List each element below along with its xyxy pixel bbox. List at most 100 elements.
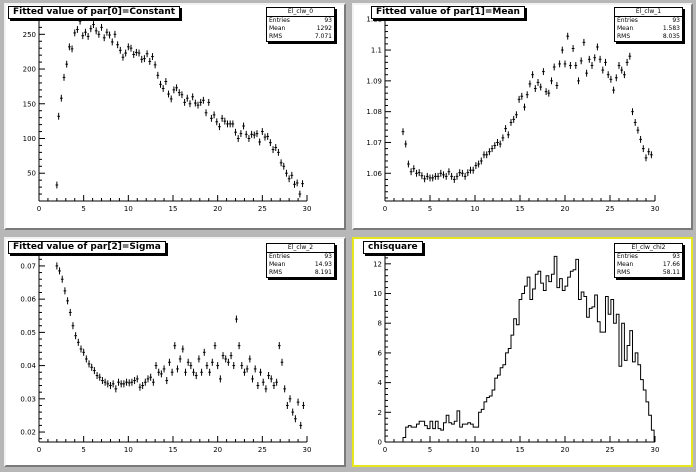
data-point bbox=[66, 297, 69, 305]
data-point bbox=[60, 275, 64, 283]
data-point bbox=[70, 45, 74, 53]
data-point bbox=[245, 365, 249, 373]
data-point bbox=[523, 103, 526, 111]
data-point bbox=[504, 125, 507, 133]
histogram-bin bbox=[546, 276, 549, 442]
data-point bbox=[409, 168, 413, 176]
data-point bbox=[582, 38, 586, 46]
histogram-bin bbox=[427, 429, 430, 442]
stats-name: El_clw_2 bbox=[267, 244, 334, 253]
histogram-bin bbox=[473, 427, 476, 442]
data-point bbox=[301, 180, 304, 188]
stats-name: El_clw_chi2 bbox=[615, 244, 682, 253]
data-point bbox=[62, 73, 66, 81]
x-tick-label: 5 bbox=[428, 446, 432, 454]
data-point bbox=[109, 381, 112, 390]
y-tick-label: 4 bbox=[378, 379, 383, 387]
data-point bbox=[420, 172, 424, 180]
data-point bbox=[68, 43, 71, 51]
stats-box-constant: El_clw_0 Entries 93 Mean 1292 RMS 7.071 bbox=[266, 7, 335, 42]
data-point bbox=[512, 115, 516, 123]
data-point bbox=[620, 66, 624, 74]
data-point bbox=[650, 151, 653, 159]
data-point bbox=[223, 117, 227, 125]
data-point bbox=[250, 130, 253, 138]
stats-value: 17.66 bbox=[662, 261, 680, 268]
data-point bbox=[498, 140, 502, 148]
histogram-bin bbox=[557, 288, 560, 442]
stats-box-chisquare: El_clw_chi2 Entries 93 Mean 17.66 RMS 58.11 bbox=[614, 243, 683, 278]
y-tick-label: 150 bbox=[23, 100, 36, 108]
histogram-bin bbox=[487, 397, 490, 442]
data-point bbox=[199, 98, 203, 106]
data-point bbox=[488, 148, 491, 156]
histogram-bin bbox=[449, 423, 452, 442]
stats-label: Entries bbox=[617, 253, 638, 260]
x-tick-label: 25 bbox=[258, 205, 267, 213]
y-tick-label: 1.09 bbox=[366, 77, 382, 85]
histogram-bin bbox=[581, 292, 584, 442]
y-tick-label: 2 bbox=[378, 409, 382, 417]
data-point bbox=[180, 91, 184, 99]
data-point bbox=[194, 372, 198, 380]
data-point bbox=[159, 80, 162, 88]
data-point bbox=[236, 135, 240, 142]
data-point bbox=[210, 358, 214, 366]
data-point bbox=[609, 75, 613, 83]
x-tick-label: 20 bbox=[561, 446, 570, 454]
data-point bbox=[94, 27, 98, 35]
histogram-bin bbox=[560, 279, 563, 442]
data-point bbox=[181, 345, 185, 353]
data-point bbox=[185, 94, 189, 102]
histogram-bin bbox=[592, 307, 595, 442]
x-tick-label: 5 bbox=[81, 446, 85, 454]
x-tick-label: 15 bbox=[516, 446, 525, 454]
x-tick-label: 20 bbox=[213, 446, 222, 454]
data-point bbox=[135, 375, 139, 383]
data-point bbox=[235, 315, 238, 323]
data-point bbox=[100, 23, 103, 31]
data-point bbox=[149, 373, 153, 381]
data-point bbox=[596, 43, 599, 51]
x-tick-label: 15 bbox=[169, 446, 178, 454]
data-point bbox=[205, 362, 209, 370]
data-point bbox=[215, 118, 219, 126]
data-point bbox=[266, 132, 270, 140]
histogram-bin bbox=[608, 314, 611, 442]
y-tick-label: 100 bbox=[23, 135, 36, 143]
stats-label: Entries bbox=[617, 17, 638, 24]
data-point bbox=[200, 368, 203, 376]
data-point bbox=[113, 30, 117, 38]
data-point bbox=[210, 114, 213, 122]
data-point bbox=[110, 38, 114, 46]
data-point bbox=[57, 112, 60, 120]
y-tick-label: 0.02 bbox=[20, 429, 36, 437]
data-point bbox=[641, 145, 645, 153]
data-point bbox=[138, 383, 142, 391]
histogram-bin bbox=[511, 335, 514, 442]
data-point bbox=[191, 93, 194, 101]
data-point bbox=[116, 41, 119, 49]
data-point bbox=[221, 352, 225, 360]
histogram-bin bbox=[465, 424, 468, 442]
data-point bbox=[63, 287, 67, 295]
data-point bbox=[458, 169, 462, 177]
data-point bbox=[560, 46, 564, 54]
data-point bbox=[76, 26, 79, 33]
data-point bbox=[601, 66, 605, 74]
histogram-bin bbox=[589, 308, 592, 442]
histogram-bin bbox=[498, 375, 501, 442]
stats-box-sigma: El_clw_2 Entries 93 Mean 14.93 RMS 8.191 bbox=[266, 243, 335, 278]
data-point bbox=[79, 345, 83, 353]
data-point bbox=[279, 159, 283, 167]
stats-box-mean: El_clw_1 Entries 93 Mean 1.583 RMS 8.035 bbox=[614, 7, 683, 42]
y-tick-label: 1.11 bbox=[366, 16, 382, 24]
data-point bbox=[439, 169, 443, 177]
data-point bbox=[625, 58, 629, 66]
data-point bbox=[193, 99, 197, 107]
data-point bbox=[286, 401, 289, 409]
data-point bbox=[189, 362, 193, 370]
data-point bbox=[423, 175, 426, 183]
x-tick-label: 30 bbox=[651, 205, 660, 213]
stats-value: 1292 bbox=[316, 25, 332, 32]
